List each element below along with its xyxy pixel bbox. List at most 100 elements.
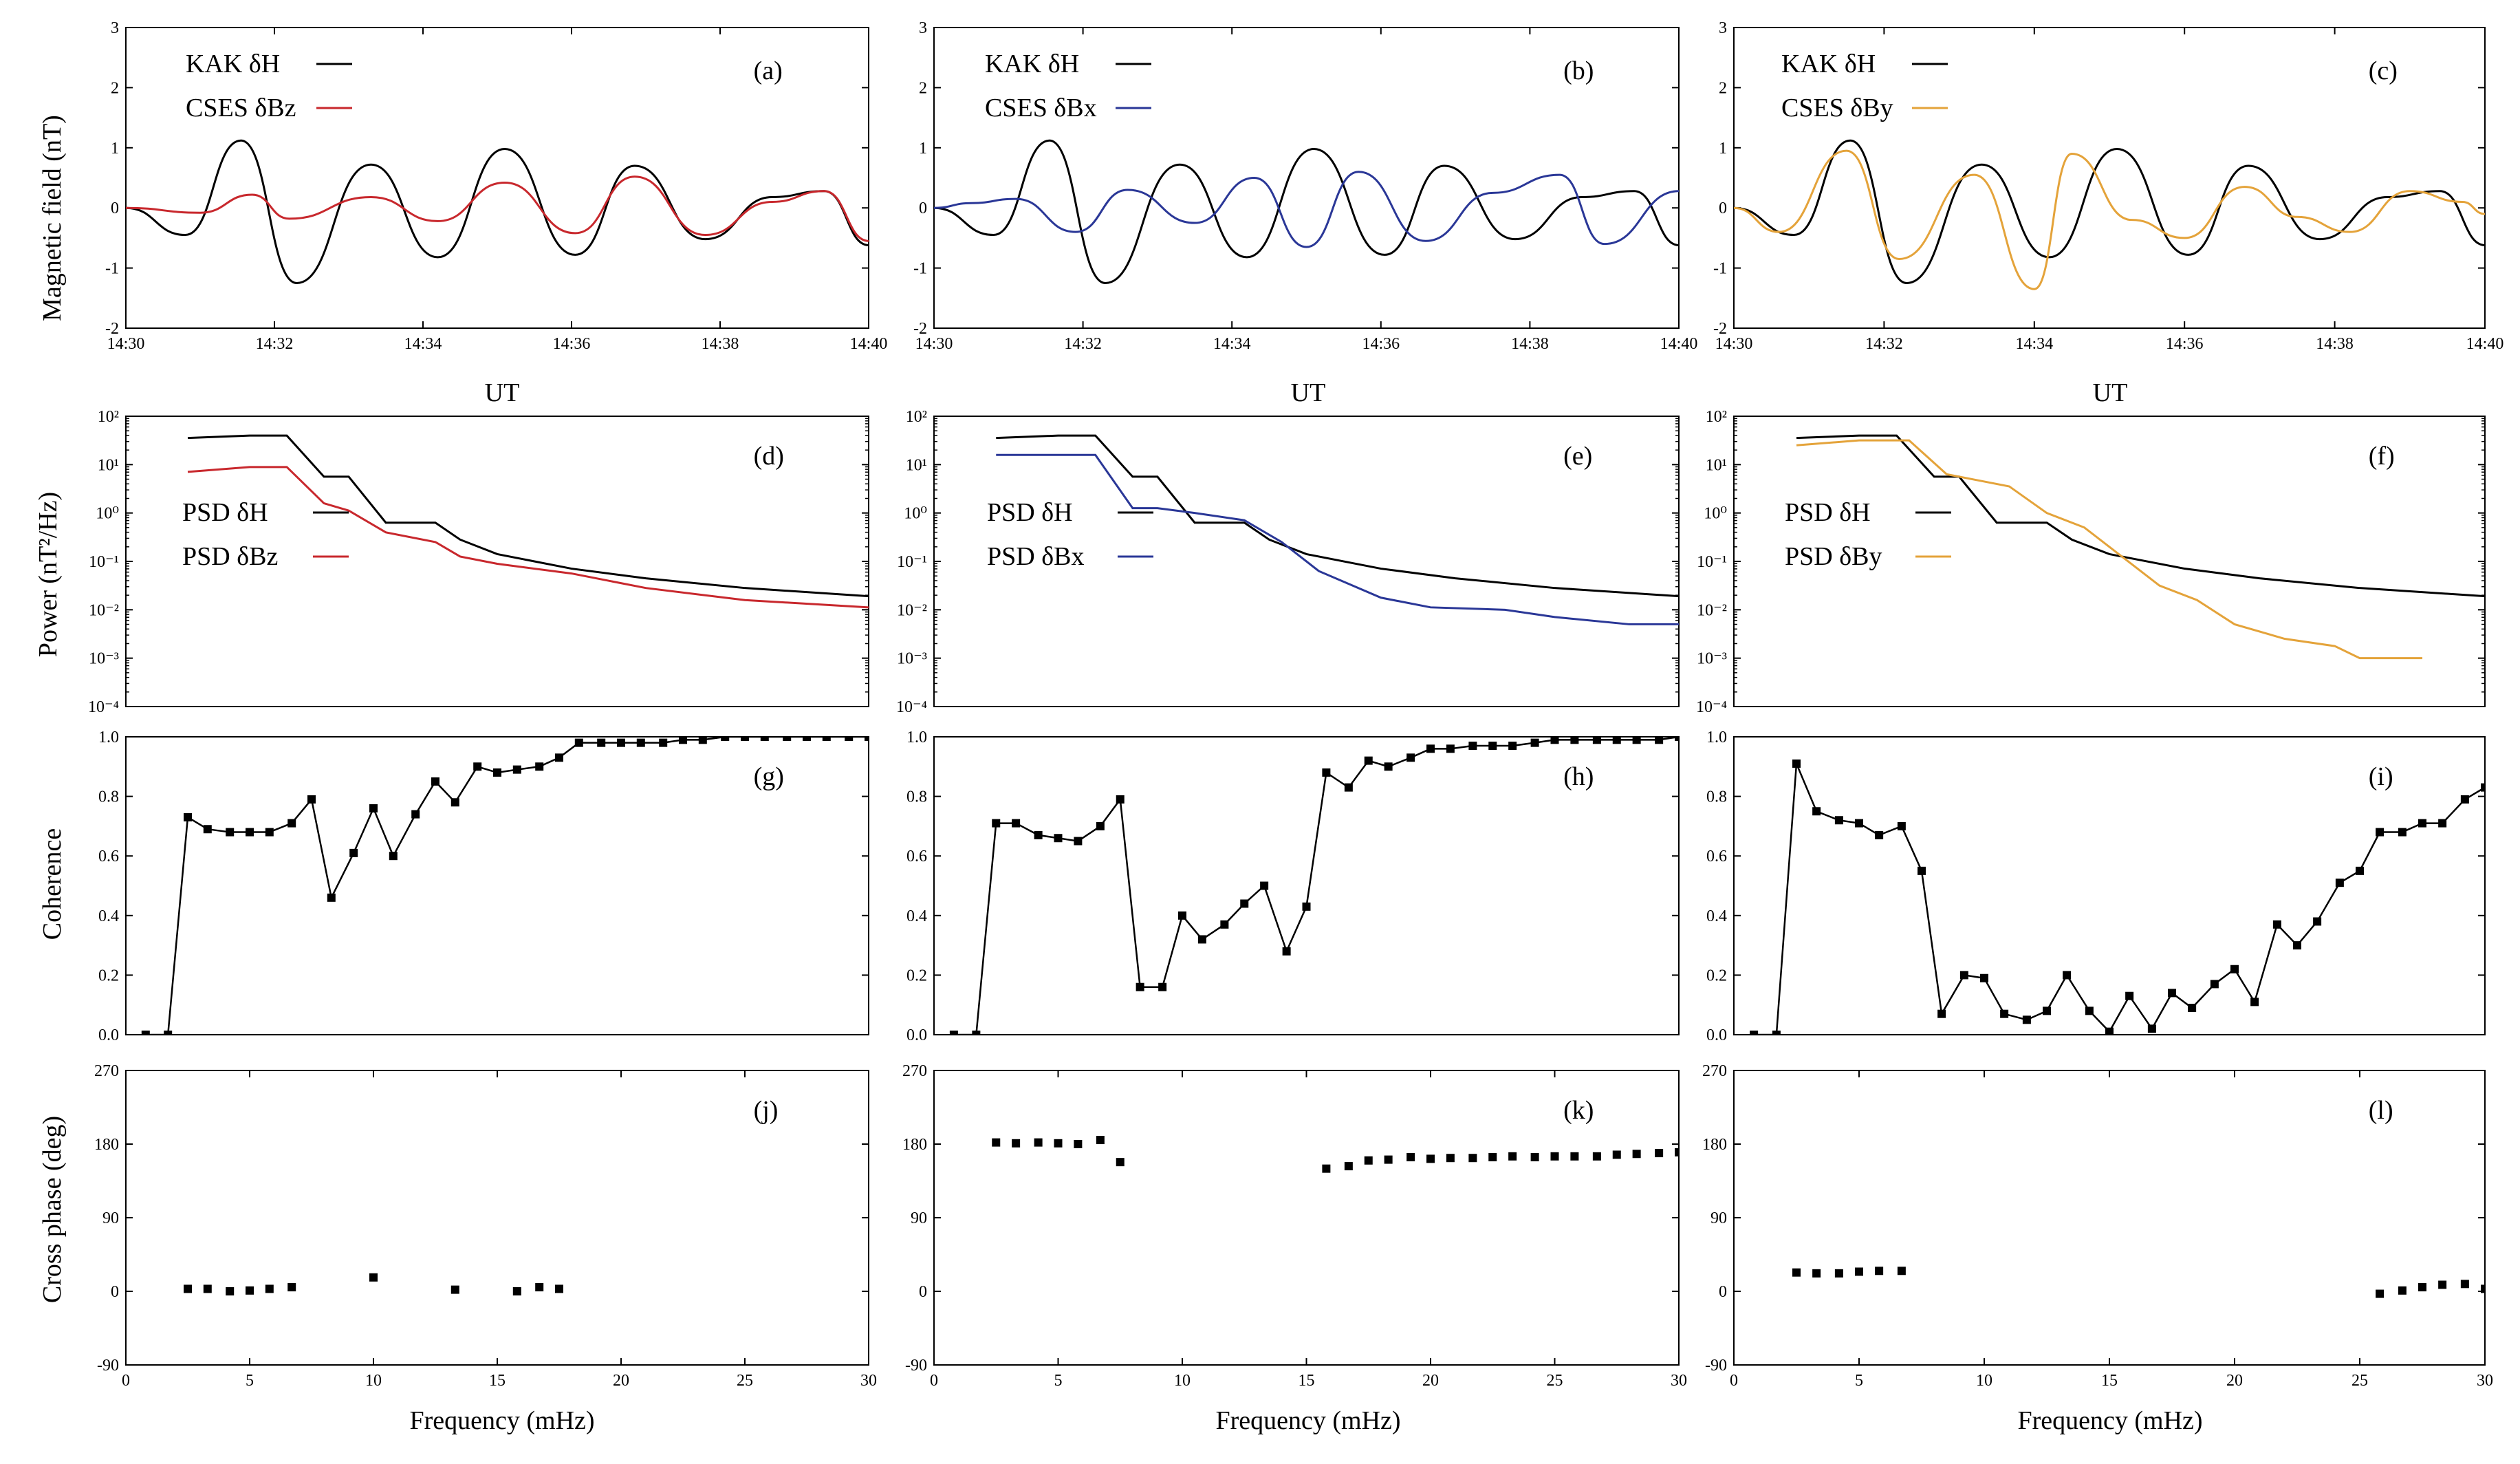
panel-k-xtick-label: 15 xyxy=(1299,1372,1315,1390)
panel-b-xtick-label: 14:34 xyxy=(1213,335,1251,353)
panel-i-ytick-label: 0.2 xyxy=(1706,967,1727,984)
panel-k-xtick-label: 0 xyxy=(930,1372,938,1390)
panel-k-xtick-label: 20 xyxy=(1422,1372,1439,1390)
panel-h-ytick-label: 0.8 xyxy=(906,788,927,806)
panel-i-point xyxy=(1875,830,1884,839)
panel-c-legend-label: CSES δBy xyxy=(1781,94,1893,122)
panel-g-ytick-label: 1.0 xyxy=(98,729,119,746)
panel-h-point xyxy=(1632,737,1641,744)
panel-a-ytick-label: 2 xyxy=(111,79,119,97)
panel-d-data xyxy=(187,434,869,609)
panel-b-ytick-label: -2 xyxy=(913,320,927,338)
panel-a-ytick-label: -1 xyxy=(105,260,119,278)
panel-j-point xyxy=(450,1285,459,1294)
panel-a-data xyxy=(126,139,869,284)
panel-l-ytick-label: 90 xyxy=(1710,1209,1727,1227)
panel-h-point xyxy=(1446,744,1455,753)
panel-d-ytick-label: 10² xyxy=(98,408,119,426)
panel-k-point xyxy=(1508,1152,1517,1161)
panel-i-ytick-label: 0.6 xyxy=(1706,848,1727,865)
panel-j-point xyxy=(265,1284,274,1293)
panel-f: 10⁻⁴ 10⁻³ 10⁻² 10⁻¹ 10⁰ 10¹ 10² (f) PSD δH PSD δB… xyxy=(1696,408,2486,716)
xlabel-frequency-j: Frequency (mHz) xyxy=(409,1406,594,1435)
panel-g-point xyxy=(760,737,769,741)
panel-i-point xyxy=(1959,971,1968,980)
panel-k-point xyxy=(1096,1136,1105,1145)
panel-e: 10⁻⁴ 10⁻³ 10⁻² 10⁻¹ 10⁰ 10¹ 10² (e) PSD δH PSD δB… xyxy=(896,408,1680,716)
panel-f-label: (f) xyxy=(2369,442,2395,471)
panel-b-ytick-label: -1 xyxy=(913,260,927,278)
panel-i-point xyxy=(2376,828,2385,837)
panel-h-point xyxy=(1096,821,1105,830)
panel-j-label: (j) xyxy=(754,1096,779,1125)
panel-h-point xyxy=(1034,830,1043,839)
panel-g-point xyxy=(555,753,563,762)
panel-k-xtick-label: 30 xyxy=(1671,1372,1687,1390)
panel-b-xtick-label: 14:30 xyxy=(915,335,953,353)
panel-d-ytick-label: 10⁻⁴ xyxy=(88,698,119,716)
panel-h-point xyxy=(992,819,1001,828)
panel-l-point xyxy=(2481,1284,2485,1293)
panel-e-ytick-label: 10⁰ xyxy=(904,505,927,523)
panel-a-legend-label: KAK δH xyxy=(186,50,280,78)
panel-b-data xyxy=(934,139,1679,284)
panel-f-ytick-label: 10⁻³ xyxy=(1697,650,1727,668)
panel-g-point xyxy=(203,825,212,834)
panel-h-point xyxy=(1508,741,1517,750)
panel-h-data xyxy=(949,737,1679,1035)
panel-c-ytick-label: -2 xyxy=(1713,320,1727,338)
panel-k-point xyxy=(1034,1138,1043,1147)
panel-h-point xyxy=(1116,795,1125,804)
panel-a-label: (a) xyxy=(754,56,783,85)
xlabel-ut-c: UT xyxy=(2093,378,2128,407)
panel-k-point xyxy=(992,1138,1001,1147)
panels: -2 -1 0 1 2 3 14:30 14:32 14:34 14:36 14:38 14:40 (a… xyxy=(88,19,2503,1390)
panel-a-ytick-label: 0 xyxy=(111,200,119,217)
panel-h-ytick-label: 0.6 xyxy=(906,848,927,865)
panel-k-point xyxy=(1592,1152,1601,1161)
panel-k-data xyxy=(992,1136,1679,1173)
panel-g-point xyxy=(369,804,378,812)
panel-j-ytick-label: 270 xyxy=(94,1062,119,1080)
xlabel-ut-a: UT xyxy=(485,378,520,407)
panel-g-ytick-label: 0.8 xyxy=(98,788,119,806)
panel-c-xtick-label: 14:34 xyxy=(2015,335,2053,353)
panel-i-point xyxy=(2188,1004,2197,1013)
panel-k-point xyxy=(1530,1153,1539,1162)
panel-d-ytick-label: 10⁻² xyxy=(89,601,119,619)
panel-g-point xyxy=(226,828,235,837)
panel-j-xtick-label: 10 xyxy=(365,1372,382,1390)
panel-a-ytick-label: 1 xyxy=(111,140,119,158)
panel-c-ytick-label: 1 xyxy=(1719,140,1727,158)
panel-h-point xyxy=(1530,738,1539,747)
xlabel-frequency-l: Frequency (mHz) xyxy=(2017,1406,2202,1435)
panel-i-point xyxy=(1750,1031,1759,1035)
panel-h-point xyxy=(1322,768,1331,777)
panel-h-point xyxy=(1655,737,1664,744)
panel-i-point xyxy=(2398,828,2407,837)
panel-c-series-0-line xyxy=(1734,139,2485,284)
panel-g-point xyxy=(535,762,544,771)
panel-e-ytick-label: 10⁻³ xyxy=(897,650,927,668)
panel-f-ytick-label: 10⁰ xyxy=(1704,505,1727,523)
panel-g-point xyxy=(741,737,749,741)
panel-d-ytick-label: 10¹ xyxy=(98,456,119,474)
panel-g-frame xyxy=(125,736,869,1035)
panel-i-point xyxy=(1980,973,1988,982)
panel-g-point xyxy=(473,762,482,771)
panel-h-point xyxy=(972,1031,981,1035)
panel-i-ytick-label: 0.8 xyxy=(1706,788,1727,806)
panel-l-xtick-label: 20 xyxy=(2226,1372,2243,1390)
panel-l-xtick-label: 10 xyxy=(1976,1372,1992,1390)
panel-g-point xyxy=(822,737,831,741)
panel-j-xtick-label: 15 xyxy=(489,1372,506,1390)
panel-i-point xyxy=(1812,807,1821,816)
panel-h-point xyxy=(1302,902,1311,911)
panel-l-data xyxy=(1792,1267,2485,1298)
panel-k-point xyxy=(1675,1148,1679,1156)
panel-l-ytick-label: -90 xyxy=(1705,1357,1727,1375)
panel-d-legend-label: PSD δH xyxy=(182,498,268,527)
